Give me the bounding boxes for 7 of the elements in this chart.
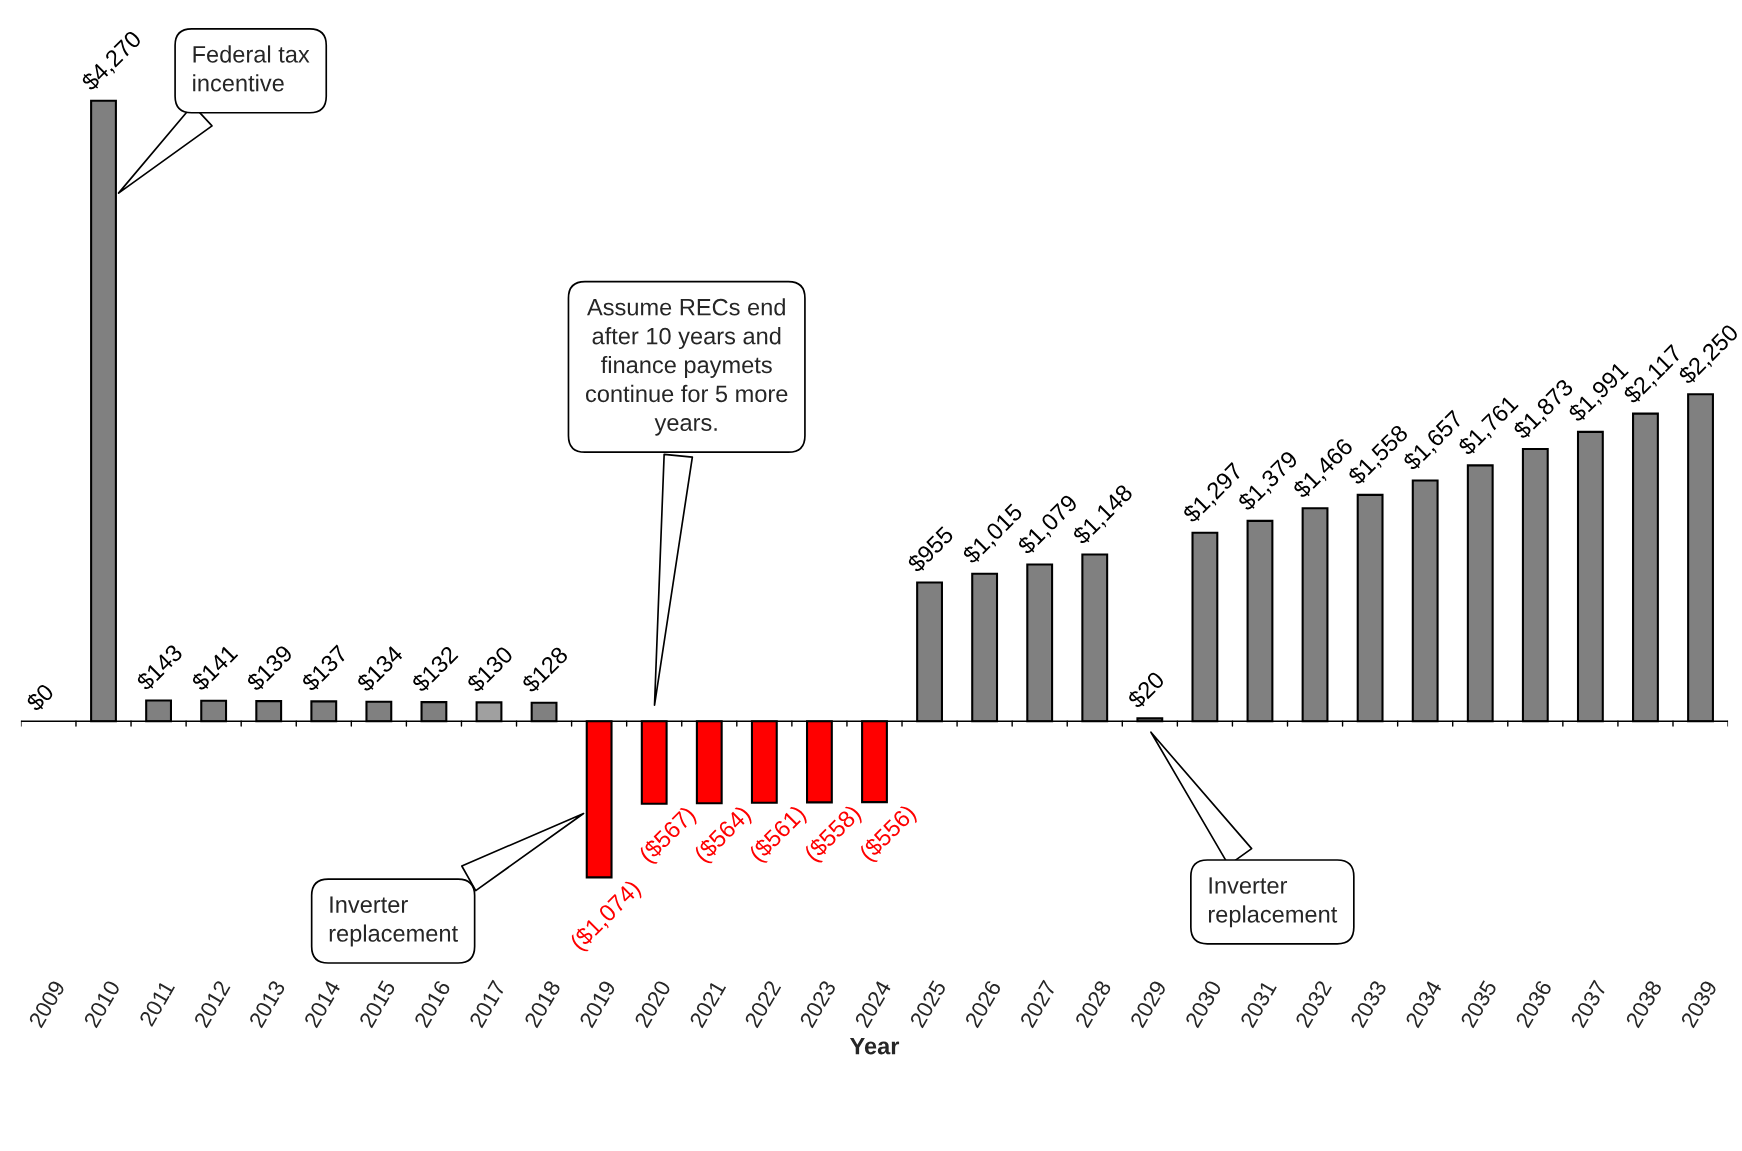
data-label: $0 xyxy=(24,681,56,714)
text: Inverter replacement xyxy=(329,896,458,947)
x-axis-title: Year xyxy=(849,1037,900,1055)
annotation: Inverter replacement xyxy=(1208,877,1338,928)
text: Federal tax incentive xyxy=(193,45,310,92)
annotation: Assume RECs end after 10 years and finance paymets continue for 5 more years. xyxy=(585,298,788,436)
data-label: $20 xyxy=(1125,669,1167,711)
